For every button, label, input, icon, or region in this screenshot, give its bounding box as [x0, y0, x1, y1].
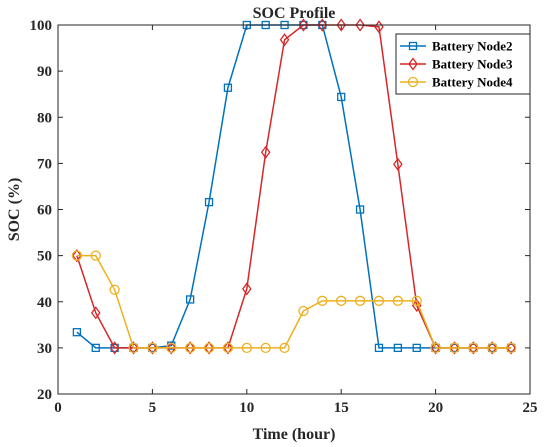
- data-point-circle: [166, 342, 177, 354]
- data-point-diamond: [90, 306, 101, 320]
- data-point-diamond: [260, 145, 271, 159]
- y-tick-label: 100: [30, 18, 53, 34]
- data-point-diamond: [128, 341, 139, 355]
- legend-label: Battery Node3: [432, 57, 513, 72]
- data-point-square: [337, 92, 346, 102]
- data-point-square: [72, 328, 82, 337]
- series-layer: [71, 18, 517, 355]
- data-point-diamond: [204, 341, 214, 355]
- data-point-square: [355, 205, 365, 214]
- data-point-circle: [241, 342, 252, 354]
- data-point-diamond: [468, 341, 479, 355]
- data-point-circle: [279, 342, 290, 354]
- data-point-circle: [411, 295, 422, 306]
- data-point-circle: [109, 284, 120, 295]
- data-point-diamond: [166, 341, 177, 355]
- legend-label: Battery Node2: [432, 39, 513, 54]
- data-point-diamond: [223, 341, 233, 355]
- data-point-circle: [260, 342, 271, 354]
- data-point-circle: [203, 342, 215, 354]
- data-point-circle: [407, 76, 419, 88]
- data-point-diamond: [336, 18, 347, 32]
- y-tick-label: 40: [37, 295, 52, 311]
- x-tick-label: 15: [334, 400, 349, 416]
- data-point-square: [408, 41, 418, 51]
- data-point-circle: [147, 342, 158, 354]
- y-tick-label: 50: [37, 249, 52, 265]
- data-point-diamond: [411, 298, 422, 313]
- data-point-circle: [392, 295, 403, 306]
- data-point-diamond: [109, 341, 120, 355]
- data-point-diamond: [185, 341, 195, 355]
- legend-item: Battery Node4: [400, 75, 513, 90]
- data-point-diamond: [298, 18, 309, 32]
- data-point-diamond: [317, 18, 328, 32]
- data-point-circle: [430, 342, 441, 354]
- legend-item: Battery Node2: [400, 39, 513, 54]
- plot-frame: [57, 24, 531, 395]
- data-point-circle: [222, 342, 234, 354]
- data-point-circle: [449, 342, 460, 354]
- data-point-circle: [373, 295, 385, 306]
- legend: Battery Node2 Battery Node3 Battery Node4: [395, 33, 531, 95]
- data-point-circle: [468, 342, 479, 354]
- data-point-circle: [354, 295, 366, 306]
- y-tick-label: 80: [37, 110, 52, 126]
- data-point-diamond: [241, 282, 252, 296]
- y-tick-label: 20: [37, 387, 52, 403]
- legend-label: Battery Node4: [432, 75, 513, 90]
- data-point-circle: [71, 250, 83, 261]
- data-point-square: [223, 83, 233, 92]
- data-point-circle: [298, 305, 309, 317]
- series-3: [71, 250, 517, 354]
- series-line: [76, 254, 512, 349]
- data-point-diamond: [147, 341, 158, 355]
- data-point-circle: [317, 295, 328, 306]
- data-point-diamond: [408, 57, 418, 71]
- x-tick-label: 20: [428, 400, 443, 416]
- data-point-circle: [487, 342, 498, 354]
- data-point-diamond: [506, 341, 516, 355]
- data-point-circle: [185, 342, 196, 354]
- x-tick-label: 25: [523, 400, 538, 416]
- data-point-square: [91, 343, 100, 353]
- chart-title: SOC Profile: [253, 5, 336, 22]
- data-point-square: [186, 295, 195, 304]
- x-tick-label: 0: [54, 400, 62, 416]
- axis-ticks: 0 5 10 15 20 25 20 30 40 50 60 70 80 90 100: [30, 18, 538, 416]
- data-point-diamond: [393, 157, 403, 171]
- y-tick-label: 70: [37, 156, 52, 172]
- data-point-square: [412, 343, 421, 353]
- data-point-diamond: [430, 341, 441, 355]
- x-tick-label: 10: [239, 400, 254, 416]
- x-axis-title: Time (hour): [253, 426, 336, 443]
- y-tick-label: 60: [37, 203, 52, 219]
- data-point-square: [204, 197, 214, 207]
- x-tick-label: 5: [149, 400, 157, 416]
- data-point-square: [393, 343, 402, 353]
- data-point-circle: [505, 342, 517, 354]
- data-point-diamond: [449, 341, 460, 355]
- data-point-circle: [128, 342, 139, 354]
- data-point-circle: [90, 250, 101, 261]
- y-tick-label: 90: [37, 64, 52, 80]
- data-point-diamond: [355, 18, 365, 32]
- data-point-diamond: [487, 341, 498, 355]
- data-point-diamond: [279, 33, 290, 47]
- legend-item: Battery Node3: [400, 57, 513, 72]
- data-point-square: [374, 343, 384, 353]
- y-tick-label: 30: [37, 341, 52, 357]
- y-axis-title: SOC (%): [6, 178, 23, 242]
- data-point-diamond: [72, 249, 82, 263]
- data-point-circle: [336, 295, 347, 306]
